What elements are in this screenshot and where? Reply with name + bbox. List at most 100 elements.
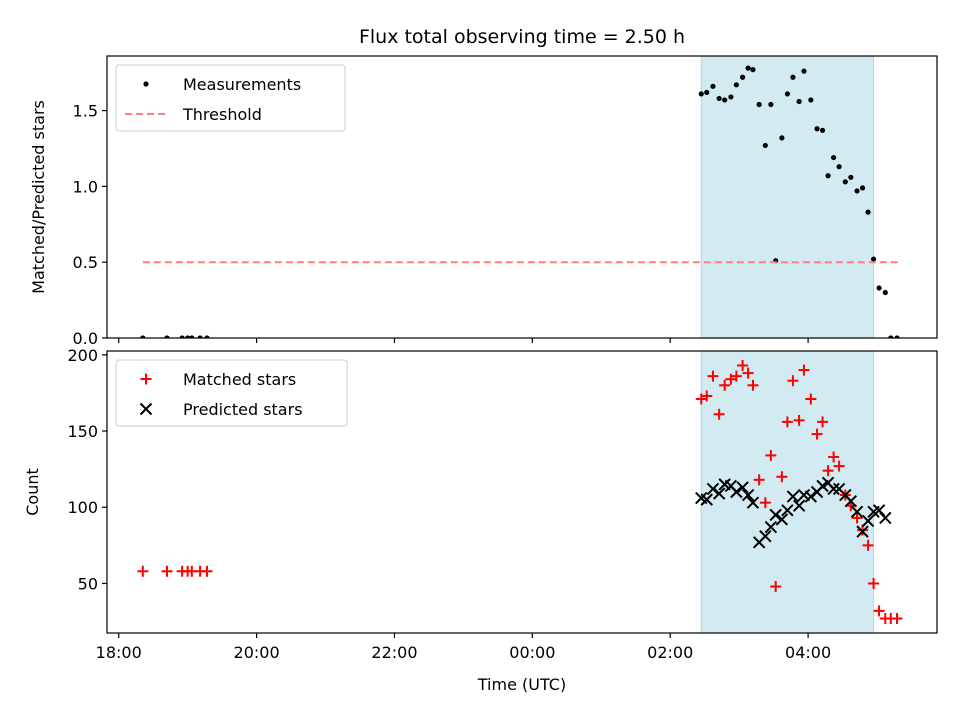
x-stroke-b: [746, 496, 760, 509]
y-tick-label: 1.0: [73, 177, 98, 196]
predicted-star-point: [746, 496, 760, 509]
predicted-star-point: [730, 485, 743, 499]
matched-star-point: [868, 577, 880, 589]
measurement-point: [784, 91, 791, 97]
measurement-point: [888, 335, 894, 338]
predicted-star-point: [879, 511, 892, 525]
x-stroke-b: [724, 479, 738, 493]
predicted-star-point: [759, 529, 772, 543]
matched-star-point: [753, 474, 765, 486]
measurement-point: [870, 256, 877, 262]
predicted-star-point: [775, 513, 789, 526]
matched-star-point: [822, 465, 834, 477]
x-stroke-b: [786, 490, 800, 503]
measurement-point: [722, 97, 728, 103]
measurement-point: [801, 68, 807, 74]
y-axis-label: Count: [23, 468, 42, 516]
plot-frame: [106, 350, 938, 634]
x-tick-label: 18:00: [96, 643, 142, 662]
matched-star-point: [737, 359, 749, 371]
x-stroke-b: [804, 490, 818, 503]
x-stroke-b: [695, 491, 708, 505]
predicted-star-point: [792, 499, 806, 512]
legend-label: Measurements: [183, 75, 301, 94]
measurement-point: [779, 135, 785, 141]
predicted-star-point: [736, 481, 749, 494]
x-stroke-b: [712, 487, 726, 500]
measurement-point: [710, 83, 716, 89]
predicted-star-point: [786, 490, 800, 503]
measurement-point: [790, 74, 796, 80]
x-tick-label: 04:00: [785, 643, 831, 662]
measurement-point: [185, 335, 191, 338]
x-stroke-b: [741, 488, 755, 502]
matched-star-point: [891, 613, 903, 625]
matched-star-point: [787, 375, 799, 387]
matched-star-point: [759, 497, 771, 509]
x-stroke-b: [861, 514, 875, 528]
y-tick-label: 150: [67, 422, 98, 441]
y-tick-label: 0.0: [73, 329, 98, 348]
matched-star-point: [137, 565, 149, 577]
measurement-point: [894, 335, 900, 338]
matched-star-point: [776, 471, 788, 483]
predicted-star-point: [769, 508, 782, 522]
measurement-point: [865, 209, 871, 215]
x-stroke-b: [879, 511, 892, 525]
x-stroke-b: [792, 499, 806, 512]
x-stroke-b: [706, 482, 720, 496]
matched-star-point: [851, 512, 863, 524]
matched-star-point: [161, 565, 173, 577]
legend: Measurements Threshold: [115, 64, 346, 132]
series-group: [137, 359, 903, 625]
measurement-point: [859, 185, 866, 191]
x-stroke-b: [730, 485, 743, 499]
predicted-star-point: [781, 504, 794, 517]
observing-window-span: [700, 55, 875, 339]
measurement-point: [882, 289, 888, 296]
x-stroke-b: [700, 493, 713, 506]
y-tick-label: 50: [78, 574, 98, 593]
matched-star-point: [862, 539, 874, 551]
legend: Matched stars Predicted stars: [115, 359, 348, 427]
measurement-point: [836, 164, 842, 170]
matched-star-point: [742, 367, 754, 379]
predicted-star-point: [872, 504, 886, 517]
star-count-panel: 50 100 150 200 18:00 20:00 22:00 00:00 02:00 04:0…: [23, 346, 938, 662]
legend-marker-dot: [143, 81, 149, 87]
predicted-star-point: [712, 487, 726, 500]
measurement-point: [796, 98, 802, 105]
matched-star-point: [817, 416, 829, 428]
measurement-point: [140, 335, 146, 338]
predicted-star-point: [706, 482, 720, 496]
measurement-point: [848, 174, 854, 180]
matched-star-point: [805, 393, 817, 405]
measurement-point: [750, 67, 756, 73]
x-stroke-b: [759, 529, 772, 543]
legend-label: Matched stars: [183, 370, 296, 389]
measurement-point: [819, 127, 826, 133]
predicted-star-point: [827, 482, 840, 496]
predicted-star-point: [856, 525, 869, 538]
x-stroke-b: [736, 481, 749, 494]
legend-box: [115, 64, 346, 132]
matched-star-point: [811, 428, 823, 440]
measurement-point: [876, 285, 882, 291]
x-stroke-b: [718, 478, 731, 491]
measurement-point: [762, 142, 768, 149]
flux-ratio-panel: 0.0 0.5 1.0 1.5 Matched/Predicted stars Measu…: [29, 55, 938, 348]
matched-star-point: [730, 370, 742, 382]
y-axis-label: Matched/Predicted stars: [29, 100, 48, 294]
predicted-star-point: [741, 488, 755, 502]
series-measurements: [140, 65, 900, 338]
predicted-star-point: [764, 520, 778, 534]
legend-label: Threshold: [182, 105, 262, 124]
predicted-star-point: [700, 493, 713, 506]
measurement-point: [814, 126, 820, 132]
x-stroke-b: [850, 505, 864, 519]
matched-star-point: [873, 605, 885, 617]
measurement-point: [739, 74, 746, 80]
x-stroke-b: [781, 504, 794, 517]
measurement-point: [716, 95, 722, 102]
